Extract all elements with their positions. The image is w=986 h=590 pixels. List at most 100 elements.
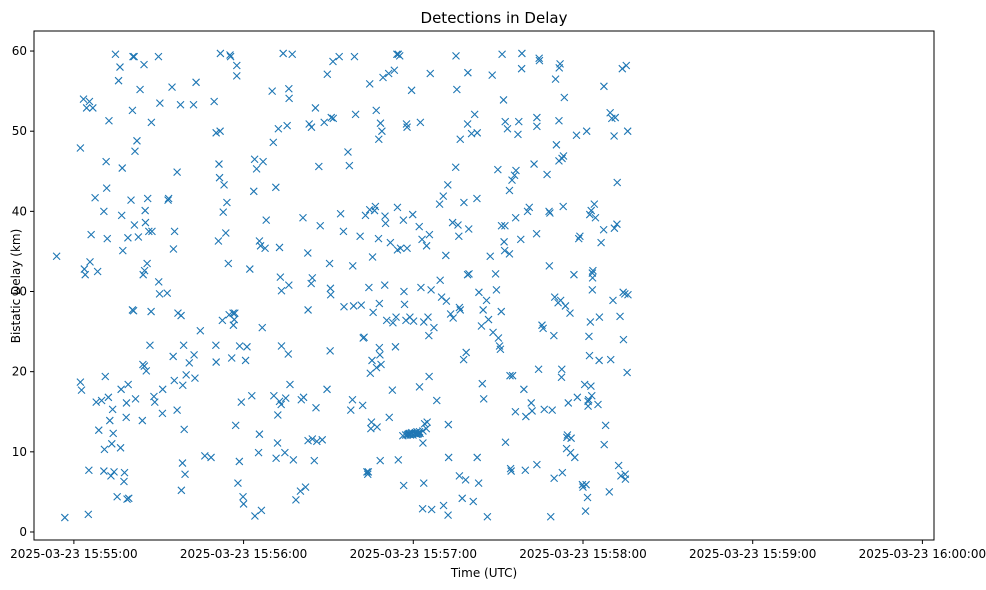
data-point [124,233,132,242]
data-point [575,232,584,241]
data-point [249,187,258,196]
data-point [557,365,566,374]
data-point [399,216,408,225]
data-point [304,436,312,445]
data-point [82,104,91,112]
data-point [418,504,427,513]
y-tick-label: 30 [12,285,27,299]
data-point [606,355,615,364]
data-point [583,493,592,502]
data-point [491,269,500,278]
data-point [178,459,187,467]
data-point [215,173,224,182]
data-point [595,313,604,322]
data-point [622,61,631,70]
data-point [381,212,389,221]
data-point [247,391,256,400]
data-point [320,118,329,127]
data-point [140,266,149,275]
data-point [530,160,538,168]
data-point [379,73,387,82]
data-point [486,252,495,261]
data-point [572,131,581,140]
data-point [276,273,285,281]
data-point [552,140,561,149]
data-point [442,297,451,306]
data-point [500,237,508,246]
data-point [469,497,478,506]
data-point [120,477,128,486]
data-point [473,453,482,462]
data-point [403,123,411,132]
data-point [368,356,376,365]
data-point [200,451,209,460]
data-point [584,395,593,404]
data-point [105,416,114,425]
data-point [212,128,221,137]
chart-title: Detections in Delay [421,9,568,27]
data-point [373,423,381,431]
data-point [348,261,357,270]
data-point [327,113,336,122]
data-point [170,376,179,385]
data-point [150,398,159,407]
data-point [382,316,391,325]
x-tick-label: 2025-03-23 15:57:00 [350,547,477,561]
data-point [439,192,448,201]
data-point [60,513,69,522]
data-point [164,196,172,205]
data-point [102,157,111,166]
data-point [619,335,628,344]
data-point [371,202,380,211]
data-point [545,261,554,270]
data-point [357,301,366,310]
data-point [307,123,316,132]
data-point [220,181,228,189]
data-point [376,119,385,128]
data-point [140,60,148,69]
data-point [582,480,590,489]
data-point [503,124,512,133]
data-point [557,373,566,382]
data-point [377,360,385,369]
data-point [179,341,188,350]
data-point [394,455,403,464]
data-point [329,114,338,123]
data-point [140,362,149,370]
data-point [241,356,250,365]
data-point [366,369,375,378]
data-point [229,309,238,318]
data-point [243,342,251,351]
data-point [259,157,267,166]
data-point [91,193,99,202]
data-point [104,393,113,402]
data-point [588,286,597,294]
data-point [364,467,373,476]
data-point [435,200,444,209]
data-point [360,333,368,342]
data-point [255,430,264,439]
data-point [459,355,468,364]
data-point [561,302,570,310]
x-axis-ticks: 2025-03-23 15:55:00 2025-03-23 15:56:00 20… [10,540,986,561]
data-point [258,323,267,332]
data-point [363,470,372,479]
y-tick-label: 20 [12,365,27,379]
data-point [257,506,266,515]
data-point [344,148,352,156]
data-point [133,136,141,145]
data-point [181,470,189,479]
data-point [110,467,118,476]
data-point [367,418,376,427]
data-point [94,426,103,435]
data-point [587,206,596,215]
data-point [231,421,240,430]
data-point [116,443,125,452]
data-point [128,106,137,115]
data-point [474,479,483,487]
data-point [122,399,131,407]
data-point [454,232,463,241]
data-point [600,440,609,449]
data-point [444,511,452,520]
